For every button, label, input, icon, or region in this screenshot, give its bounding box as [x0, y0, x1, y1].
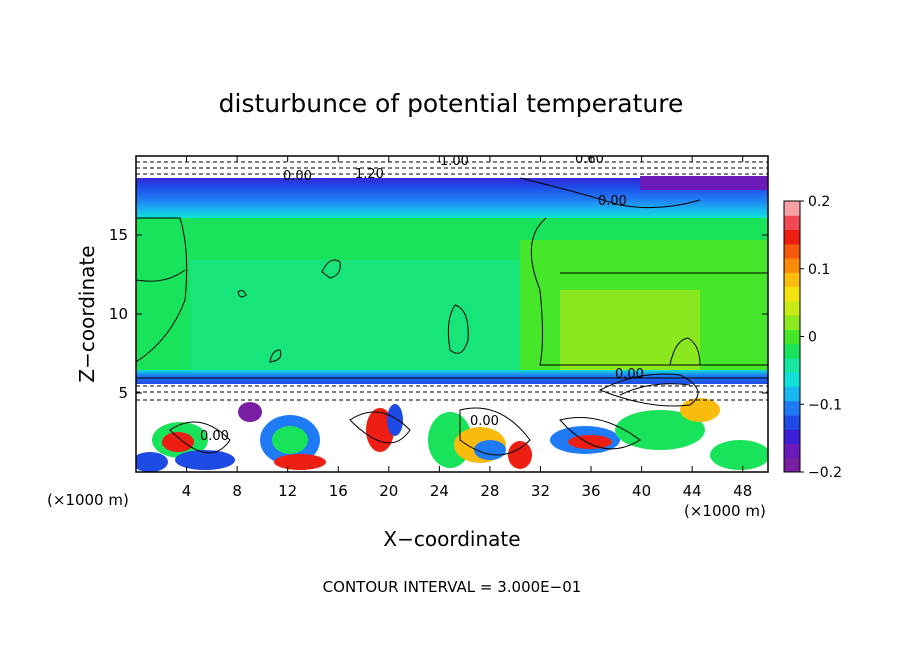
colorbar-tick-label: −0.1 [808, 397, 842, 413]
colorbar [784, 201, 800, 473]
band-low-blue [136, 370, 768, 384]
x-tick-label: 48 [733, 482, 752, 500]
colorbar-swatch [784, 343, 800, 359]
colorbar-tick-label: 0.1 [808, 262, 830, 278]
heatmap-field: 1.00 0.60 0.00 1.20 0.00 0.00 0.00 0.00 [136, 152, 768, 472]
x-tick-label: 12 [278, 482, 297, 500]
colorbar-swatch [784, 243, 800, 259]
colorbar-swatch [784, 329, 800, 345]
turbulent-blobs [136, 398, 768, 472]
colorbar-swatch [784, 400, 800, 416]
contour-label: 1.00 [440, 154, 469, 169]
contour-lines [136, 161, 768, 456]
chart-title: disturbunce of potential temperature [219, 89, 684, 118]
contour-label: 0.00 [283, 169, 312, 184]
colorbar-swatch [784, 272, 800, 288]
colorbar-ticks: 0.2 0.1 0 −0.1 −0.2 [800, 194, 842, 481]
x-tick-label: 16 [329, 482, 348, 500]
colorbar-swatch [784, 286, 800, 302]
x-axis-ticks: 4 8 12 16 20 24 28 32 36 40 44 48 [182, 156, 752, 500]
contour-labels: 1.00 0.60 0.00 1.20 0.00 0.00 0.00 0.00 [200, 152, 644, 444]
y-tick-label: 15 [109, 226, 128, 244]
x-tick-label: 36 [581, 482, 600, 500]
y-axis-unit: (×1000 m) [47, 491, 129, 509]
contour-label: 0.00 [200, 429, 229, 444]
contour-label: 1.20 [355, 167, 384, 182]
colorbar-swatch [784, 229, 800, 245]
x-tick-label: 44 [683, 482, 702, 500]
x-axis-unit: (×1000 m) [684, 502, 766, 520]
x-axis-label: X−coordinate [383, 527, 520, 551]
colorbar-swatch [784, 300, 800, 316]
colorbar-swatch [784, 457, 800, 473]
x-tick-label: 20 [379, 482, 398, 500]
y-axis-label: Z−coordinate [75, 245, 99, 382]
x-tick-label: 28 [480, 482, 499, 500]
colorbar-tick-label: −0.2 [808, 465, 842, 481]
band-top-purple [640, 176, 768, 190]
colorbar-swatch [784, 315, 800, 330]
colorbar-swatch [784, 258, 800, 273]
colorbar-swatch [784, 414, 800, 430]
y-tick-label: 10 [109, 305, 128, 323]
colorbar-tick-label: 0 [808, 330, 817, 346]
contour-interval-note: CONTOUR INTERVAL = 3.000E−01 [323, 578, 582, 596]
y-tick-label: 5 [118, 384, 128, 402]
colorbar-swatch [784, 215, 800, 231]
x-tick-label: 8 [232, 482, 242, 500]
colorbar-tick-label: 0.2 [808, 194, 830, 210]
contour-label: 0.00 [598, 194, 627, 209]
contour-label: 0.00 [615, 367, 644, 382]
colorbar-swatch [784, 443, 800, 459]
y-axis-ticks: 5 10 15 [109, 226, 768, 402]
contour-label: 0.60 [575, 152, 604, 167]
colorbar-swatch [784, 429, 800, 444]
x-tick-label: 4 [182, 482, 192, 500]
contour-label: 0.00 [470, 414, 499, 429]
colorbar-swatch [784, 372, 800, 387]
colorbar-swatch [784, 201, 800, 216]
colorbar-swatch [784, 357, 800, 373]
x-tick-label: 32 [531, 482, 550, 500]
colorbar-swatch [784, 386, 800, 402]
band-zero-teal [190, 260, 520, 370]
x-tick-label: 40 [632, 482, 651, 500]
band-zero-yellow [560, 290, 700, 370]
x-tick-label: 24 [430, 482, 449, 500]
